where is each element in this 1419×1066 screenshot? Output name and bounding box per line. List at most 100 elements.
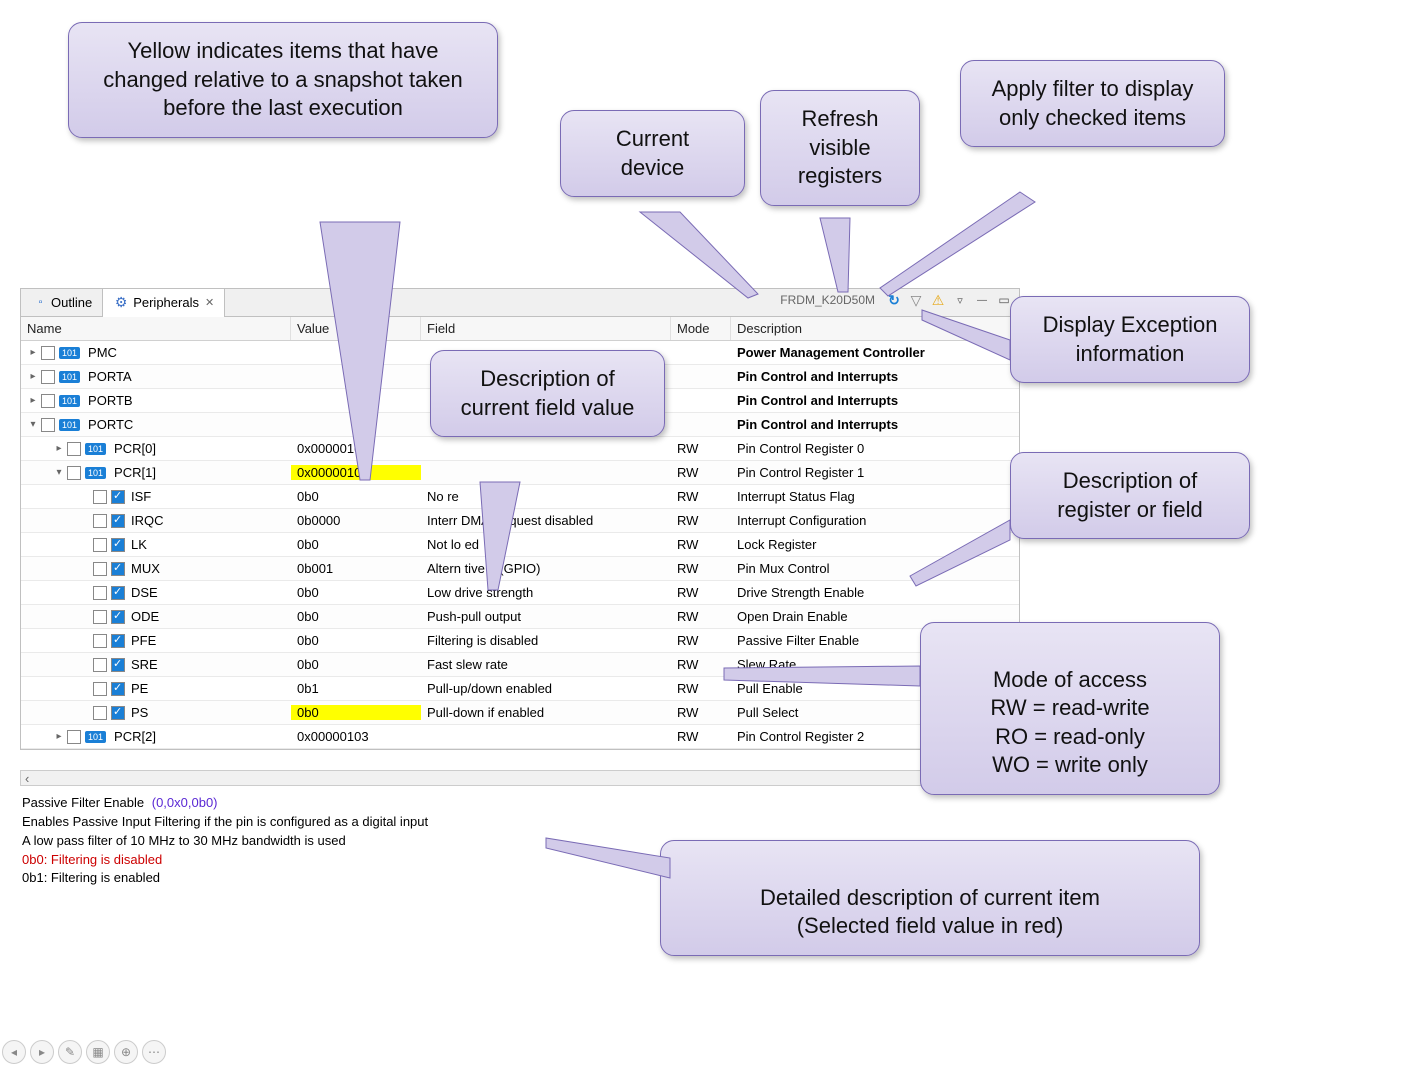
table-row[interactable]: IRQC0b0000Interr DMA Request disabledRWI… <box>21 509 1019 533</box>
row-checkbox[interactable] <box>93 610 107 624</box>
row-checkbox[interactable] <box>93 634 107 648</box>
value-cell: 0b0 <box>291 537 421 552</box>
field-checkbox[interactable] <box>111 682 125 696</box>
callout-refresh-text: Refresh visible registers <box>798 106 882 188</box>
field-checkbox[interactable] <box>111 586 125 600</box>
table-row[interactable]: ▸101PCR[0]0x00000103RWPin Control Regist… <box>21 437 1019 461</box>
col-value[interactable]: Value <box>291 317 421 340</box>
more-button[interactable]: ⋯ <box>142 1040 166 1064</box>
value-cell: 0x00000103 <box>291 441 421 456</box>
table-row[interactable]: ODE0b0Push-pull outputRWOpen Drain Enabl… <box>21 605 1019 629</box>
tab-outline[interactable]: Outline <box>21 289 103 317</box>
field-checkbox[interactable] <box>111 610 125 624</box>
refresh-icon[interactable] <box>885 291 903 309</box>
field-cell: Not lo ed <box>421 537 671 552</box>
detail-line2: Enables Passive Input Filtering if the p… <box>22 813 1018 832</box>
filter-icon[interactable] <box>907 291 925 309</box>
expander-icon[interactable]: ▾ <box>27 419 39 430</box>
table-row[interactable]: ▾101PCR[1]0x00000102RWPin Control Regist… <box>21 461 1019 485</box>
value-cell: 0b1 <box>291 681 421 696</box>
field-checkbox[interactable] <box>111 490 125 504</box>
callout-fielddesc-text: Description of current field value <box>461 366 635 420</box>
row-checkbox[interactable] <box>41 346 55 360</box>
row-checkbox[interactable] <box>41 418 55 432</box>
mode-cell: RW <box>671 681 731 696</box>
register-chip-icon: 101 <box>85 443 106 455</box>
row-checkbox[interactable] <box>67 730 81 744</box>
register-chip-icon: 101 <box>85 731 106 743</box>
expander-icon[interactable]: ▸ <box>27 371 39 382</box>
field-checkbox[interactable] <box>111 538 125 552</box>
field-checkbox[interactable] <box>111 706 125 720</box>
callout-yellow: Yellow indicates items that have changed… <box>68 22 498 138</box>
row-checkbox[interactable] <box>93 658 107 672</box>
row-checkbox[interactable] <box>41 394 55 408</box>
next-slide-button[interactable]: ▸ <box>30 1040 54 1064</box>
slides-button[interactable]: ▦ <box>86 1040 110 1064</box>
mode-cell: RW <box>671 729 731 744</box>
name-cell: ▾101PORTC <box>21 417 291 432</box>
pen-button[interactable]: ✎ <box>58 1040 82 1064</box>
row-name: PORTC <box>88 417 133 432</box>
callout-detail-text: Detailed description of current item (Se… <box>760 885 1100 939</box>
col-mode[interactable]: Mode <box>671 317 731 340</box>
table-row[interactable]: PFE0b0Filtering is disabledRWPassive Fil… <box>21 629 1019 653</box>
row-checkbox[interactable] <box>67 466 81 480</box>
row-checkbox[interactable] <box>93 586 107 600</box>
callout-fielddesc: Description of current field value <box>430 350 665 437</box>
row-checkbox[interactable] <box>93 490 107 504</box>
close-icon[interactable]: ✕ <box>205 296 214 309</box>
callout-exception-text: Display Exception information <box>1043 312 1218 366</box>
row-checkbox[interactable] <box>41 370 55 384</box>
register-chip-icon: 101 <box>59 395 80 407</box>
table-row[interactable]: PE0b1Pull-up/down enabledRWPull Enable <box>21 677 1019 701</box>
desc-cell: Pin Control Register 0 <box>731 441 1019 456</box>
zoom-button[interactable]: ⊕ <box>114 1040 138 1064</box>
desc-cell: Pin Control and Interrupts <box>731 369 1019 384</box>
field-cell: Low drive strength <box>421 585 671 600</box>
row-checkbox[interactable] <box>93 514 107 528</box>
row-checkbox[interactable] <box>67 442 81 456</box>
row-checkbox[interactable] <box>93 682 107 696</box>
col-name[interactable]: Name <box>21 317 291 340</box>
tab-peripherals-label: Peripherals <box>133 295 199 310</box>
expander-icon[interactable]: ▾ <box>53 467 65 478</box>
col-desc[interactable]: Description <box>731 317 1019 340</box>
table-row[interactable]: ▸101PCR[2]0x00000103RWPin Control Regist… <box>21 725 1019 749</box>
row-name: PFE <box>131 633 156 648</box>
grid-header: Name Value Field Mode Description <box>21 317 1019 341</box>
table-row[interactable]: LK0b0Not lo edRWLock Register <box>21 533 1019 557</box>
row-checkbox[interactable] <box>93 562 107 576</box>
field-checkbox[interactable] <box>111 634 125 648</box>
expander-icon[interactable]: ▸ <box>53 731 65 742</box>
mode-cell: RW <box>671 465 731 480</box>
minimize-icon[interactable] <box>973 291 991 309</box>
horizontal-scrollbar[interactable] <box>20 770 1020 786</box>
row-checkbox[interactable] <box>93 538 107 552</box>
tab-peripherals[interactable]: Peripherals ✕ <box>103 289 225 317</box>
prev-slide-button[interactable]: ◂ <box>2 1040 26 1064</box>
expander-icon[interactable]: ▸ <box>53 443 65 454</box>
expander-icon[interactable]: ▸ <box>27 347 39 358</box>
field-checkbox[interactable] <box>111 514 125 528</box>
row-checkbox[interactable] <box>93 706 107 720</box>
table-row[interactable]: SRE0b0Fast slew rateRWSlew Rate ... <box>21 653 1019 677</box>
warning-icon[interactable] <box>929 291 947 309</box>
callout-regdesc-text: Description of register or field <box>1057 468 1203 522</box>
desc-cell: Pin Control Register 1 <box>731 465 1019 480</box>
col-field[interactable]: Field <box>421 317 671 340</box>
field-checkbox[interactable] <box>111 562 125 576</box>
table-row[interactable]: ISF0b0No reRWInterrupt Status Flag <box>21 485 1019 509</box>
row-name: PORTB <box>88 393 133 408</box>
table-row[interactable]: MUX0b001Altern tive 1 (GPIO)RWPin Mux Co… <box>21 557 1019 581</box>
field-checkbox[interactable] <box>111 658 125 672</box>
row-name: DSE <box>131 585 158 600</box>
desc-cell: Pin Mux Control <box>731 561 1019 576</box>
callout-exception: Display Exception information <box>1010 296 1250 383</box>
name-cell: PS <box>21 705 291 720</box>
view-menu-icon[interactable] <box>951 291 969 309</box>
table-row[interactable]: PS0b0Pull-down if enabledRWPull Select <box>21 701 1019 725</box>
expander-icon[interactable]: ▸ <box>27 395 39 406</box>
table-row[interactable]: DSE0b0Low drive strengthRWDrive Strength… <box>21 581 1019 605</box>
desc-cell: Interrupt Status Flag <box>731 489 1019 504</box>
